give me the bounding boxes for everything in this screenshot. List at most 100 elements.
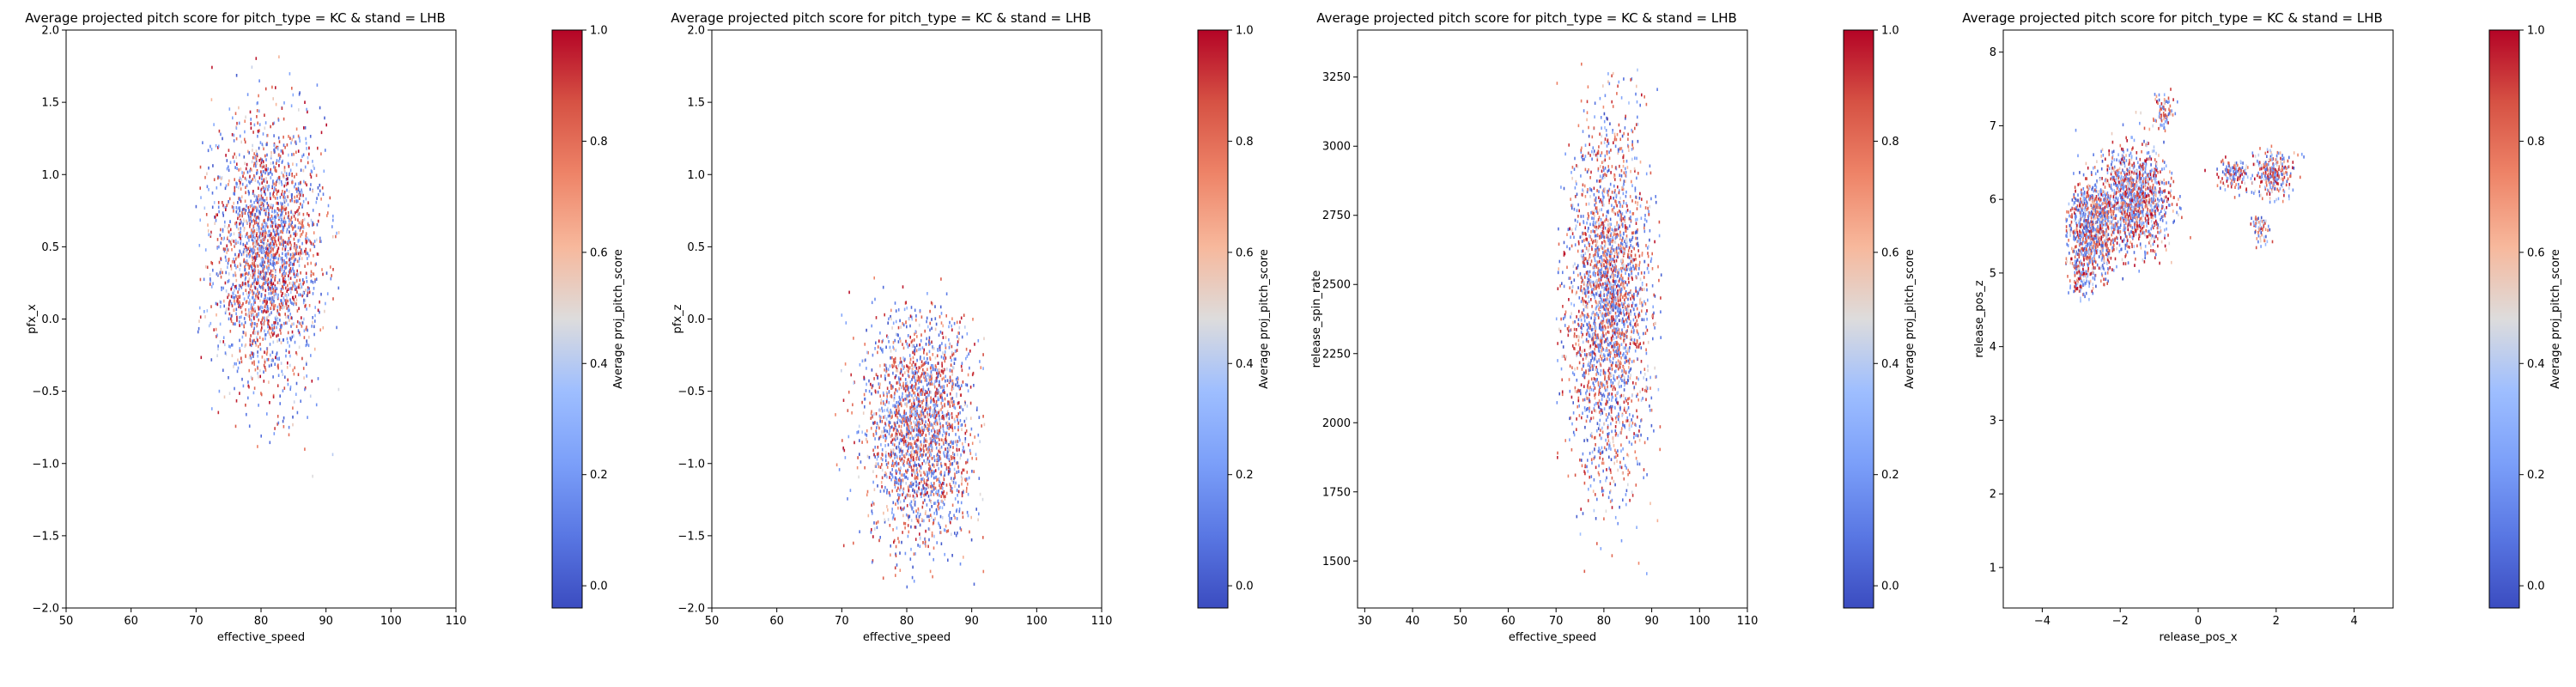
heatmap-cell: [949, 516, 951, 520]
heatmap-cell: [926, 379, 927, 382]
heatmap-cell: [920, 495, 922, 498]
heatmap-cell: [331, 453, 334, 457]
heatmap-cell: [252, 302, 255, 306]
heatmap-cell: [322, 272, 324, 277]
heatmap-cell: [925, 420, 927, 423]
heatmap-cell: [301, 193, 302, 198]
heatmap-cell: [909, 441, 912, 446]
heatmap-cell: [253, 386, 256, 390]
heatmap-cell: [283, 198, 285, 202]
heatmap-cell: [252, 291, 255, 295]
heatmap-cell: [978, 477, 981, 480]
heatmap-cell: [249, 343, 252, 347]
heatmap-cell: [910, 547, 912, 551]
heatmap-cell: [246, 300, 248, 303]
heatmap-cell: [890, 384, 892, 387]
heatmap-cell: [294, 366, 295, 370]
heatmap-cell: [293, 259, 295, 264]
heatmap-cell: [924, 492, 927, 495]
heatmap-cell: [301, 221, 303, 225]
heatmap-cell: [300, 293, 301, 297]
heatmap-cell: [933, 385, 936, 389]
heatmap-cell: [1646, 386, 1649, 390]
heatmap-cell: [911, 468, 913, 472]
heatmap-cell: [287, 252, 289, 256]
heatmap-cell: [218, 245, 220, 249]
heatmap-cell: [932, 345, 933, 349]
heatmap-cell: [244, 199, 246, 204]
heatmap-cell: [957, 461, 958, 465]
heatmap-cell: [873, 412, 875, 416]
heatmap-cell: [913, 580, 915, 583]
heatmap-cell: [285, 301, 287, 305]
heatmap-cell: [932, 435, 933, 438]
heatmap-cell: [250, 310, 252, 314]
heatmap-cell: [929, 569, 932, 574]
heatmap-cell: [961, 423, 963, 427]
heatmap-cell: [875, 521, 878, 525]
heatmap-cell: [249, 264, 252, 268]
heatmap-cell: [914, 391, 916, 395]
heatmap-cell: [239, 262, 241, 266]
heatmap-cell: [953, 405, 955, 409]
heatmap-cell: [926, 352, 928, 356]
heatmap-cell: [215, 143, 217, 148]
heatmap-cell: [894, 360, 896, 364]
heatmap-cell: [905, 442, 907, 447]
heatmap-cell: [252, 352, 255, 356]
heatmap-cell: [285, 349, 288, 353]
heatmap-cell: [1593, 192, 1595, 197]
heatmap-cell: [242, 174, 244, 179]
heatmap-cell: [1594, 252, 1596, 257]
heatmap-cell: [283, 298, 286, 302]
heatmap-cell: [336, 325, 337, 330]
heatmap-cell: [956, 392, 957, 396]
heatmap-cell: [241, 208, 244, 212]
heatmap-cell: [319, 236, 321, 240]
heatmap-cell: [918, 426, 920, 429]
heatmap-cell: [237, 366, 240, 370]
heatmap-cell: [233, 133, 235, 137]
heatmap-cell: [885, 400, 888, 404]
heatmap-cell: [936, 478, 938, 482]
heatmap-cell: [270, 155, 272, 158]
heatmap-cell: [216, 354, 218, 357]
heatmap-cell: [289, 199, 291, 203]
heatmap-cell: [1586, 283, 1589, 287]
heatmap-cell: [236, 182, 239, 185]
heatmap-cell: [859, 453, 860, 456]
heatmap-cell: [228, 149, 230, 152]
heatmap-cell: [920, 419, 923, 423]
heatmap-cell: [256, 209, 258, 212]
heatmap-cell: [275, 252, 277, 256]
heatmap-cell: [887, 518, 890, 521]
heatmap-cell: [955, 357, 957, 361]
heatmap-cell: [245, 333, 247, 337]
heatmap-cell: [893, 392, 896, 397]
heatmap-cell: [269, 401, 270, 404]
heatmap-cell: [267, 239, 269, 243]
heatmap-cell: [258, 270, 259, 273]
heatmap-cell: [303, 317, 305, 321]
heatmap-cell: [300, 252, 302, 255]
heatmap-cell: [928, 378, 931, 382]
heatmap-cell: [242, 252, 245, 256]
heatmap-cell: [938, 333, 940, 337]
heatmap-cell: [835, 413, 836, 416]
heatmap-cell: [283, 195, 284, 199]
heatmap-cell: [312, 272, 313, 276]
heatmap-cell: [277, 236, 280, 240]
heatmap-cell: [894, 461, 896, 465]
heatmap-cell: [891, 511, 893, 514]
heatmap-cell: [290, 210, 292, 214]
heatmap-cell: [890, 553, 891, 557]
heatmap-cell: [930, 396, 932, 400]
heatmap-cell: [249, 290, 252, 295]
heatmap-cell: [888, 453, 890, 458]
heatmap-cell: [256, 338, 258, 342]
heatmap-cell: [906, 504, 908, 508]
heatmap-cell: [295, 381, 298, 386]
heatmap-cell: [894, 410, 896, 415]
heatmap-cell: [248, 239, 250, 242]
heatmap-cell: [235, 185, 238, 188]
